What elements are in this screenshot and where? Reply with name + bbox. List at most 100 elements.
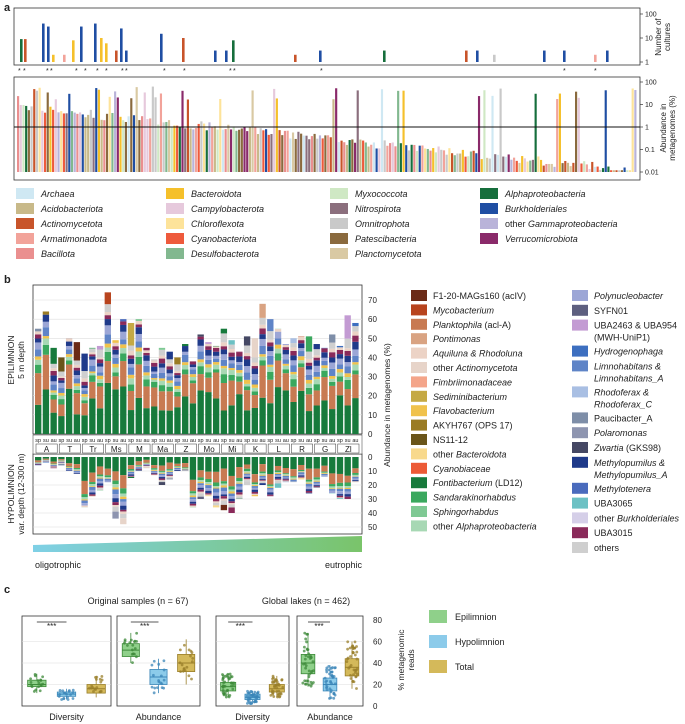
legend-label: Sphingorhabdus	[433, 507, 499, 517]
season-label: su	[66, 438, 72, 444]
stack-segment	[189, 457, 197, 480]
stack-segment	[120, 361, 127, 387]
stack-segment	[336, 491, 344, 495]
stack-segment	[205, 490, 212, 494]
legend-swatch	[411, 290, 427, 301]
abundance-bar	[89, 109, 92, 172]
abundance-bar	[291, 132, 295, 172]
stack-segment	[259, 477, 266, 479]
data-point	[66, 698, 70, 701]
data-point	[230, 684, 233, 688]
stack-segment	[50, 384, 57, 391]
data-point	[60, 698, 64, 701]
culture-bar	[47, 26, 50, 63]
stack-segment	[35, 334, 42, 339]
data-point	[71, 697, 75, 700]
stack-segment	[189, 403, 197, 434]
stack-segment	[58, 463, 65, 464]
stack-segment	[151, 465, 158, 469]
legend-label: Chloroflexota	[191, 219, 244, 229]
stack-segment	[236, 376, 243, 382]
abundance-bar	[477, 96, 481, 172]
stack-segment	[174, 391, 181, 397]
stack-segment	[298, 477, 305, 479]
stack-segment	[305, 365, 313, 370]
abundance-bar	[43, 112, 47, 172]
stack-segment	[205, 346, 212, 350]
data-point	[65, 692, 68, 696]
stack-segment	[89, 371, 96, 374]
abundance-bar	[124, 121, 127, 172]
legend-label: Actinomycetota	[40, 219, 103, 229]
abundance-bar	[308, 139, 311, 172]
stack-segment	[228, 504, 235, 508]
stack-segment	[182, 469, 189, 471]
season-label: su	[136, 438, 142, 444]
season-label: sp	[58, 438, 64, 444]
legend-swatch	[572, 386, 588, 398]
abundance-bar	[229, 129, 233, 172]
stack-segment	[205, 493, 212, 495]
stack-segment	[58, 382, 65, 389]
data-point	[226, 688, 230, 692]
stack-segment	[151, 359, 158, 361]
stack-segment	[220, 498, 228, 501]
significance-star: *	[163, 68, 166, 75]
lake-label: M	[136, 445, 143, 454]
lake-box	[337, 443, 360, 454]
legend-label: UBA3065	[594, 499, 633, 509]
stack-segment	[305, 369, 313, 375]
data-point	[302, 649, 306, 653]
abundance-bar	[135, 87, 138, 172]
stack-segment	[267, 485, 274, 488]
abundance-bar	[213, 126, 216, 172]
abundance-bar	[459, 153, 462, 172]
stack-segment	[282, 481, 289, 483]
stack-segment	[143, 408, 150, 434]
abundance-bar	[189, 128, 192, 172]
abundance-bar	[569, 166, 572, 172]
data-point	[178, 661, 182, 665]
stack-segment	[174, 385, 181, 390]
stack-segment	[50, 412, 57, 434]
stack-segment	[205, 471, 212, 479]
abundance-bar	[486, 157, 489, 172]
stack-segment	[182, 457, 189, 464]
data-point	[128, 641, 132, 644]
stack-segment	[127, 476, 135, 478]
legend-swatch	[572, 527, 588, 539]
stack-segment	[65, 364, 73, 389]
stack-segment	[305, 411, 313, 434]
stack-segment	[243, 359, 251, 367]
stack-segment	[321, 457, 328, 466]
legend-swatch	[411, 520, 427, 532]
stack-segment	[50, 363, 57, 369]
stack-segment	[158, 478, 166, 480]
stack-segment	[336, 488, 344, 492]
legend-label: AKYH767 (OPS 17)	[433, 421, 513, 431]
stack-segment	[228, 475, 235, 487]
season-label: au	[120, 438, 126, 444]
stack-segment	[81, 415, 88, 434]
culture-bar	[72, 40, 75, 62]
stack-segment	[290, 338, 297, 344]
panel-c-xlabel: Diversity	[49, 712, 84, 722]
stack-segment	[205, 478, 212, 483]
stack-segment	[259, 478, 266, 480]
stack-segment	[166, 471, 173, 473]
abundance-bar	[143, 92, 146, 172]
legend-label: Epilimnion	[455, 612, 497, 622]
stack-segment	[135, 356, 142, 365]
abundance-bar	[25, 105, 28, 172]
stack-segment	[182, 346, 189, 352]
data-point	[355, 650, 359, 654]
abundance-bar	[194, 128, 198, 172]
stack-segment	[127, 322, 135, 346]
legend-label: other Gammaproteobacteria	[505, 219, 618, 229]
stack-segment	[282, 344, 289, 348]
data-point	[39, 684, 43, 688]
stack-segment	[50, 368, 57, 371]
stack-segment	[135, 319, 142, 321]
stack-segment	[65, 463, 73, 467]
stack-segment	[135, 341, 142, 348]
